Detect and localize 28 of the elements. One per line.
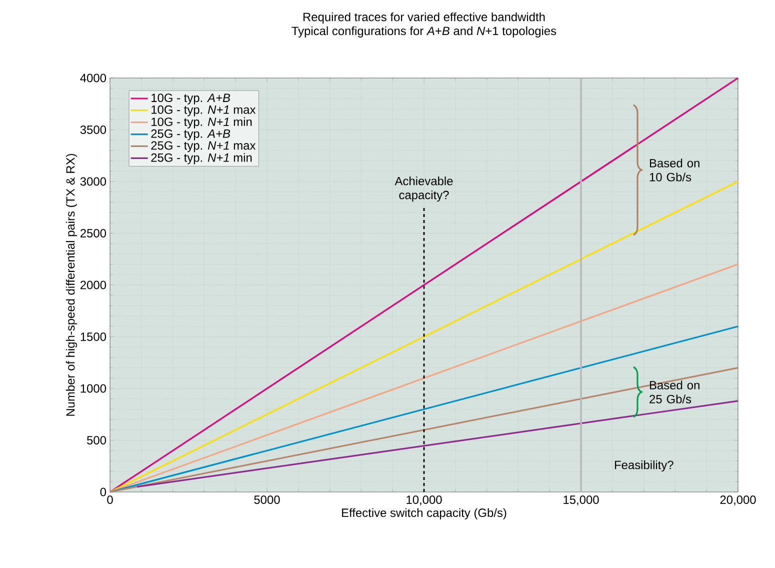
annotation: Based on 25 Gb/s (650, 380, 700, 404)
legend-label: 10G - typ. N+1 min (152, 117, 252, 128)
x-tick-label: 0 (107, 496, 113, 504)
y-tick-label: 3500 (80, 126, 106, 134)
legend-label: 10G - typ. A+B (152, 94, 230, 104)
chart-title: Required traces for varied effective bandwidth (303, 12, 545, 24)
legend-label: 25G - typ. A+B (151, 129, 230, 140)
x-tick-label: 5000 (254, 496, 280, 504)
y-tick-label: 500 (87, 436, 106, 444)
x-tick-label: 10,000 (406, 496, 442, 506)
x-tick-label: 20,000 (720, 496, 756, 506)
x-axis-title: Effective switch capacity (Gb/s) (342, 508, 506, 520)
y-tick-label: 4000 (80, 74, 106, 82)
x-tick-label: 15,000 (564, 496, 599, 506)
chart-subtitle: Typical configurations for A+B and N+1 topologies (292, 26, 556, 38)
y-axis-title: Number of high-speed differential pairs (TX & RX) (66, 154, 78, 416)
annotation: Based on 10 Gb/s (650, 158, 700, 182)
legend-label: 25G - typ. N+1 min (151, 153, 252, 164)
y-tick-label: 0 (100, 488, 106, 496)
legend-label: 25G - typ. N+1 max (151, 141, 256, 152)
legend-label: 10G - typ. N+1 max (152, 105, 256, 116)
y-tick-label: 1000 (80, 384, 106, 393)
annotation: Feasibility? (614, 460, 674, 472)
y-tick-label: 2000 (80, 280, 106, 290)
y-tick-label: 2500 (80, 229, 106, 238)
y-tick-label: 1500 (80, 332, 106, 341)
y-tick-label: 3000 (80, 177, 106, 186)
ref-line-label: Achievable capacity? (394, 176, 453, 202)
